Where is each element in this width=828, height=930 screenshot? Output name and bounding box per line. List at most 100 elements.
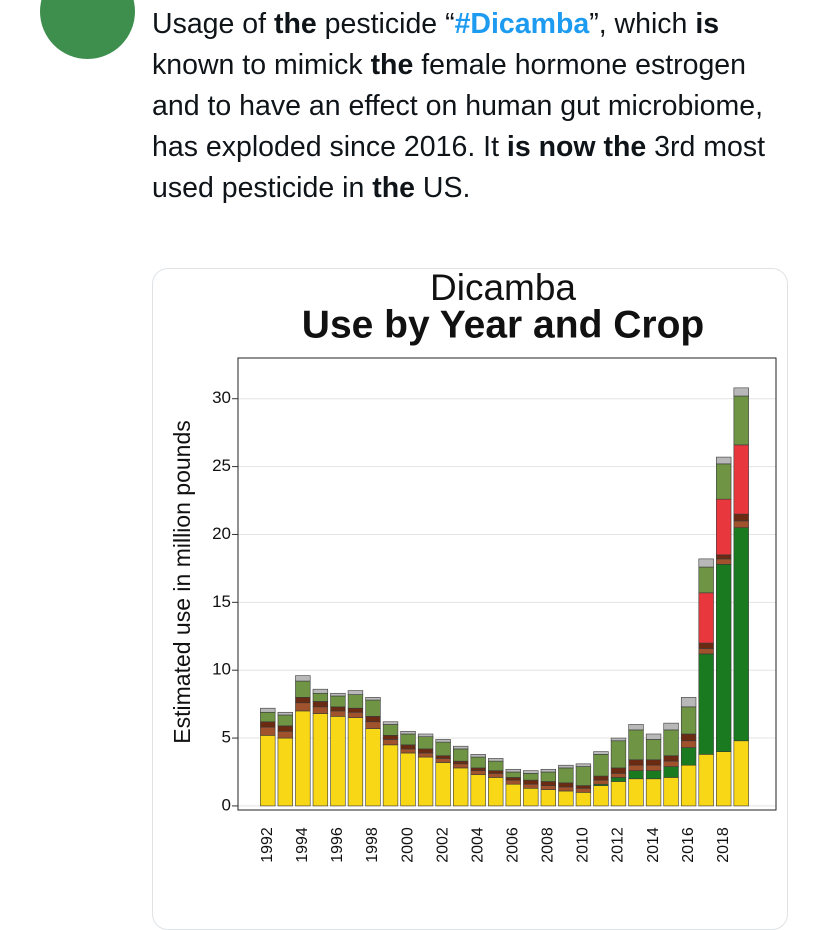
bar-segment	[330, 706, 346, 712]
bar-segment	[452, 760, 469, 765]
bar-segment	[663, 729, 679, 757]
bar-segment	[733, 513, 749, 522]
bar-segment	[575, 766, 592, 786]
hashtag[interactable]: #Dicamba	[454, 8, 590, 40]
bar-segment	[470, 774, 486, 807]
bar-segment	[470, 756, 486, 769]
text-run: the	[372, 172, 415, 204]
bar-segment	[365, 716, 381, 723]
text-run: the	[274, 8, 317, 40]
bar-segment	[628, 778, 644, 807]
bar-segment	[716, 463, 732, 500]
bar-segment	[277, 725, 293, 732]
bar-segment	[698, 653, 714, 755]
y-axis-label: Estimated use in million pounds	[169, 420, 195, 743]
bar-segment	[540, 789, 557, 807]
bar-segment	[295, 710, 311, 807]
bar-segment	[610, 767, 627, 774]
bar-segment	[680, 697, 697, 708]
text-run: is	[695, 8, 720, 40]
bar-segment	[558, 782, 574, 788]
bar-segment	[505, 783, 521, 807]
bar-segment	[733, 395, 749, 446]
bar-segment	[645, 770, 662, 780]
bar-segment	[733, 387, 749, 397]
bar-segment	[382, 724, 399, 736]
bar-segment	[540, 781, 557, 786]
bar-segment	[628, 764, 644, 771]
y-tick-label: 30	[212, 388, 231, 407]
bar-segment	[365, 697, 381, 701]
x-tick-label: 2010	[575, 827, 592, 863]
bar-segment	[523, 787, 539, 807]
bar-segment	[663, 760, 679, 767]
bar-segment	[347, 690, 364, 695]
bar-segment	[347, 694, 364, 709]
bar-segment	[575, 785, 592, 789]
x-tick-label: 2012	[610, 827, 627, 863]
bar-segment	[400, 730, 416, 735]
bar-segment	[698, 566, 714, 594]
bar-segment	[540, 771, 557, 782]
bar-segment	[680, 764, 697, 807]
bar-segment	[645, 759, 662, 766]
x-tick-label: 2006	[504, 827, 521, 863]
bar-segment	[277, 711, 293, 716]
bar-segment	[295, 702, 311, 712]
bar-segment	[698, 642, 714, 649]
y-tick-label: 20	[212, 524, 231, 543]
bar-segment	[417, 733, 434, 738]
bar-segment	[593, 785, 609, 807]
bar-segment	[575, 787, 592, 793]
bar-segment	[716, 751, 732, 807]
bar-segment	[523, 770, 539, 774]
y-tick-label: 5	[222, 728, 231, 747]
bar-segment	[382, 744, 399, 807]
bar-segment	[733, 740, 749, 807]
bar-segment	[417, 752, 434, 758]
bar-segment	[645, 764, 662, 771]
bar-segment	[260, 735, 276, 807]
tweet-text: Usage of the pesticide “#Dicamba”, which…	[152, 4, 792, 209]
bar-segment	[610, 737, 627, 742]
bar-segment	[400, 733, 416, 746]
bar-segment	[260, 726, 276, 736]
bar-segment	[716, 456, 732, 465]
bar-segment	[277, 730, 293, 739]
bar-segment	[435, 741, 451, 757]
bar-segment	[698, 592, 714, 644]
bar-segment	[593, 751, 609, 755]
bar-segment	[488, 758, 504, 762]
bar-segment	[558, 764, 574, 769]
text-run: ”, which	[589, 8, 696, 40]
bar-segment	[382, 721, 399, 725]
bar-segment	[628, 729, 644, 761]
bar-segment	[680, 706, 697, 735]
page: Usage of the pesticide “#Dicamba”, which…	[40, 0, 792, 930]
bar-segment	[452, 767, 469, 807]
bar-segment	[593, 754, 609, 777]
y-tick-label: 25	[212, 456, 231, 475]
bar-segment	[330, 710, 346, 717]
x-tick-label: 2008	[540, 827, 557, 863]
bar-segment	[295, 680, 311, 698]
x-tick-label: 2000	[399, 827, 416, 863]
bar-segment	[365, 721, 381, 729]
bar-segment	[523, 783, 539, 789]
bar-segment	[417, 736, 434, 750]
text-run: the	[370, 49, 414, 81]
bar-segment	[698, 648, 714, 655]
x-tick-label: 1994	[294, 827, 311, 863]
bar-segment	[733, 444, 749, 515]
bar-segment	[628, 759, 644, 766]
bar-segment	[260, 711, 276, 723]
bar-segment	[680, 733, 697, 742]
bar-segment	[610, 740, 627, 769]
text-run: is now the	[506, 131, 647, 163]
bar-segment	[312, 692, 329, 702]
bar-segment	[716, 564, 732, 752]
bar-segment	[663, 766, 679, 778]
bar-segment	[347, 711, 364, 718]
bar-segment	[698, 754, 714, 807]
bar-segment	[593, 775, 609, 781]
